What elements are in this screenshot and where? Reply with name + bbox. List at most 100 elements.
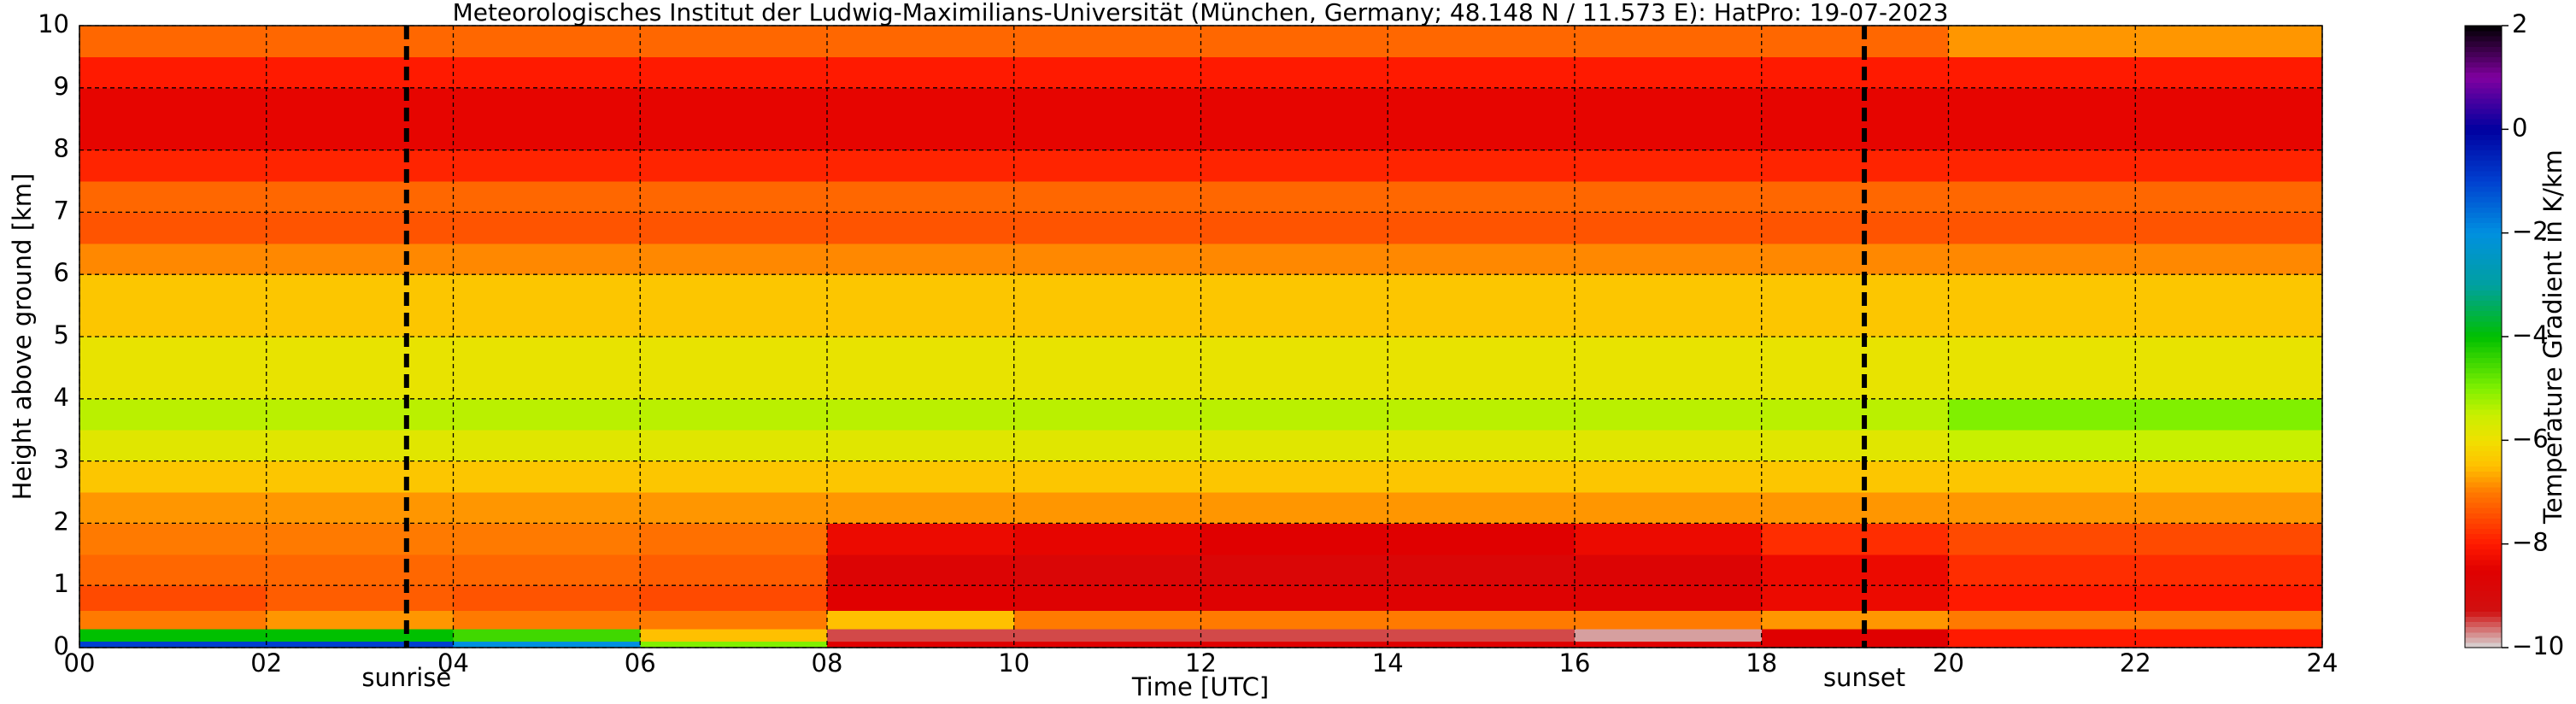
heatmap-cell: [453, 641, 641, 648]
heatmap-cell: [266, 337, 454, 400]
colorbar-segment: [2465, 36, 2502, 42]
heatmap-cell: [1013, 26, 1201, 57]
heatmap-cell: [1013, 87, 1201, 151]
heatmap-cell: [453, 629, 641, 642]
colorbar-segment: [2465, 342, 2502, 348]
heatmap-cell: [1200, 398, 1388, 431]
heatmap-cell: [1200, 56, 1388, 89]
colorbar-segment: [2465, 481, 2502, 488]
heatmap-cell: [453, 212, 641, 244]
colorbar-segment: [2465, 523, 2502, 529]
x-tick-label: 12: [1185, 648, 1217, 678]
heatmap-cell: [1200, 523, 1388, 555]
x-tick-label: 08: [812, 648, 843, 678]
heatmap-cell: [1013, 274, 1201, 337]
colorbar-segment: [2465, 77, 2502, 84]
colorbar-segment: [2465, 362, 2502, 368]
heatmap-cell: [1388, 337, 1576, 400]
heatmap-cell: [1575, 274, 1763, 337]
y-tick-label: 3: [54, 445, 69, 474]
heatmap-cell: [1761, 243, 1949, 275]
colorbar-segment: [2465, 419, 2502, 425]
heatmap-cell: [1761, 337, 1949, 400]
heatmap-cell: [453, 26, 641, 57]
colorbar-segment: [2465, 222, 2502, 229]
heatmap-cell: [827, 461, 1015, 493]
heatmap-cell: [1761, 629, 1949, 642]
colorbar-segment: [2465, 51, 2502, 57]
heatmap-cell: [1013, 585, 1201, 611]
heatmap-cell: [1388, 492, 1576, 524]
x-tick-label: 02: [250, 648, 282, 678]
heatmap-cell: [1388, 87, 1576, 151]
colorbar-segment: [2465, 310, 2502, 317]
heatmap-cell: [827, 629, 1015, 642]
colorbar-segment: [2465, 175, 2502, 182]
heatmap-cell: [1761, 461, 1949, 493]
colorbar-segment: [2465, 238, 2502, 244]
heatmap-cell: [1200, 212, 1388, 244]
heatmap-cell: [1575, 523, 1763, 555]
colorbar-segment: [2465, 471, 2502, 478]
heatmap-cell: [1013, 629, 1201, 642]
heatmap-cell: [640, 150, 828, 182]
colorbar-segment: [2465, 466, 2502, 472]
colorbar-segment: [2465, 212, 2502, 218]
heatmap-cell: [1200, 243, 1388, 275]
event-label: sunrise: [361, 663, 451, 692]
colorbar-segment: [2465, 31, 2502, 37]
colorbar-segment: [2465, 408, 2502, 415]
colorbar-segment: [2465, 274, 2502, 280]
colorbar-segment: [2465, 435, 2502, 441]
heatmap-cell: [1200, 430, 1388, 462]
heatmap-cell: [453, 274, 641, 337]
y-tick-label: 9: [54, 72, 69, 101]
colorbar-segment: [2465, 564, 2502, 571]
heatmap-cell: [1013, 461, 1201, 493]
chart-title: Meteorologisches Institut der Ludwig-Max…: [453, 0, 1949, 26]
heatmap-cell: [266, 492, 454, 524]
colorbar-segment: [2465, 170, 2502, 177]
heatmap-cell: [266, 181, 454, 213]
heatmap-cell: [2135, 629, 2323, 642]
colorbar-segment: [2465, 450, 2502, 457]
x-tick-label: 18: [1746, 648, 1777, 678]
heatmap-cell: [827, 181, 1015, 213]
heatmap-cell: [79, 87, 267, 151]
heatmap-cell: [1948, 610, 2136, 630]
heatmap-cell: [1388, 274, 1576, 337]
colorbar-segment: [2465, 320, 2502, 327]
heatmap-cell: [79, 641, 267, 648]
heatmap-cell: [1948, 641, 2136, 648]
y-tick-label: 5: [54, 320, 69, 349]
colorbar-segment: [2465, 549, 2502, 555]
colorbar-tick-label: −4: [2512, 320, 2549, 349]
colorbar-segment: [2465, 119, 2502, 125]
heatmap-cell: [266, 150, 454, 182]
colorbar-segment: [2465, 134, 2502, 140]
heatmap-cell: [1013, 523, 1201, 555]
heatmap-cell: [266, 274, 454, 337]
heatmap-cell: [1013, 56, 1201, 89]
colorbar-segment: [2465, 559, 2502, 566]
heatmap-cell: [1200, 26, 1388, 57]
heatmap-cell: [1575, 492, 1763, 524]
heatmap-cell: [1388, 56, 1576, 89]
heatmap-cell: [1948, 523, 2136, 555]
heatmap-cell: [2135, 337, 2323, 400]
colorbar-segment: [2465, 554, 2502, 560]
heatmap-cell: [266, 56, 454, 89]
colorbar-segment: [2465, 486, 2502, 493]
heatmap-cell: [1575, 150, 1763, 182]
colorbar-segment: [2465, 616, 2502, 623]
heatmap-cell: [2135, 212, 2323, 244]
heatmap-cell: [1013, 150, 1201, 182]
heatmap-cell: [1948, 212, 2136, 244]
heatmap-cell: [827, 430, 1015, 462]
colorbar-segment: [2465, 315, 2502, 322]
x-tick-label: 22: [2120, 648, 2151, 678]
colorbar-segment: [2465, 150, 2502, 156]
colorbar-tick-label: 2: [2512, 9, 2527, 38]
heatmap-cell: [1761, 56, 1949, 89]
heatmap-cell: [1761, 150, 1949, 182]
